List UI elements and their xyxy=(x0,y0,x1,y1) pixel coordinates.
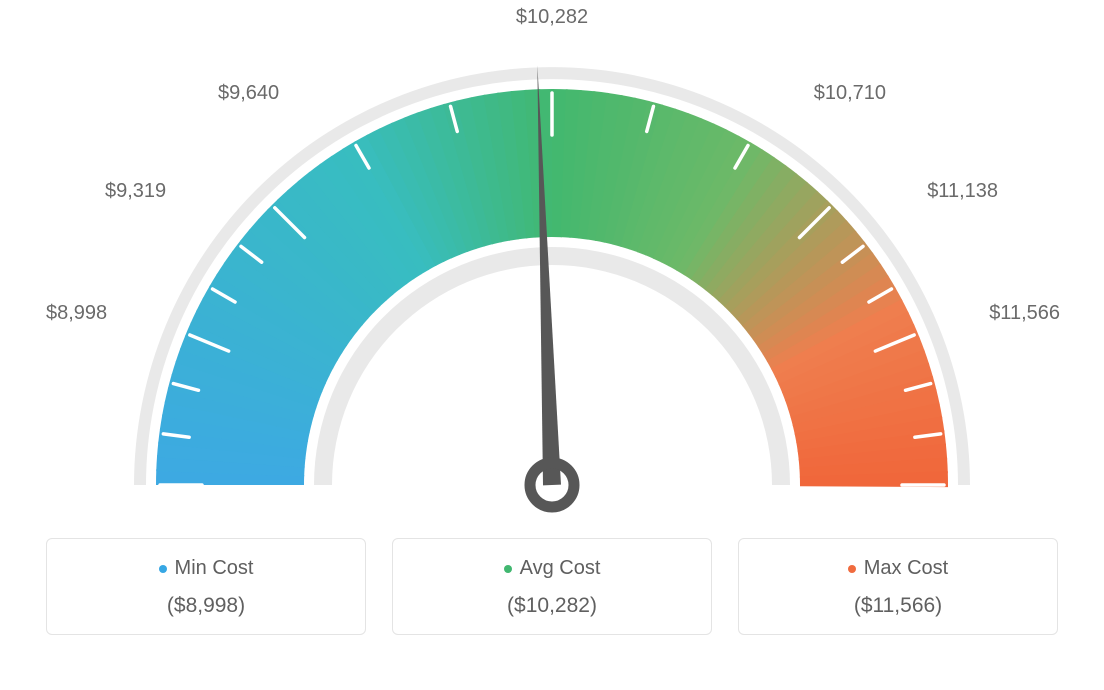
gauge-tick-label: $11,566 xyxy=(989,302,1060,325)
gauge-tick-label: $9,319 xyxy=(105,180,166,203)
legend-title-text: Min Cost xyxy=(175,557,254,580)
gauge-tick-label: $11,138 xyxy=(927,180,998,203)
gauge-tick-label: $9,640 xyxy=(218,82,279,105)
legend-value-avg: ($10,282) xyxy=(403,594,701,618)
legend-value-max: ($11,566) xyxy=(749,594,1047,618)
legend-title-text: Avg Cost xyxy=(520,557,601,580)
gauge-svg xyxy=(0,0,1104,530)
legend-title-text: Max Cost xyxy=(864,557,948,580)
legend-card-max: Max Cost ($11,566) xyxy=(738,538,1058,635)
dot-icon xyxy=(159,565,167,573)
legend-value-min: ($8,998) xyxy=(57,594,355,618)
legend-title-min: Min Cost xyxy=(159,557,254,580)
dot-icon xyxy=(504,565,512,573)
legend-card-min: Min Cost ($8,998) xyxy=(46,538,366,635)
legend-title-avg: Avg Cost xyxy=(504,557,601,580)
legend-title-max: Max Cost xyxy=(848,557,948,580)
gauge-tick-label: $10,710 xyxy=(814,82,886,105)
legend-row: Min Cost ($8,998) Avg Cost ($10,282) Max… xyxy=(0,538,1104,635)
gauge-tick-label: $8,998 xyxy=(46,302,107,325)
gauge-tick-label: $10,282 xyxy=(516,6,588,29)
dot-icon xyxy=(848,565,856,573)
gauge-chart: $8,998 $9,319 $9,640 $10,282 $10,710 $11,138 $… xyxy=(0,0,1104,530)
legend-card-avg: Avg Cost ($10,282) xyxy=(392,538,712,635)
